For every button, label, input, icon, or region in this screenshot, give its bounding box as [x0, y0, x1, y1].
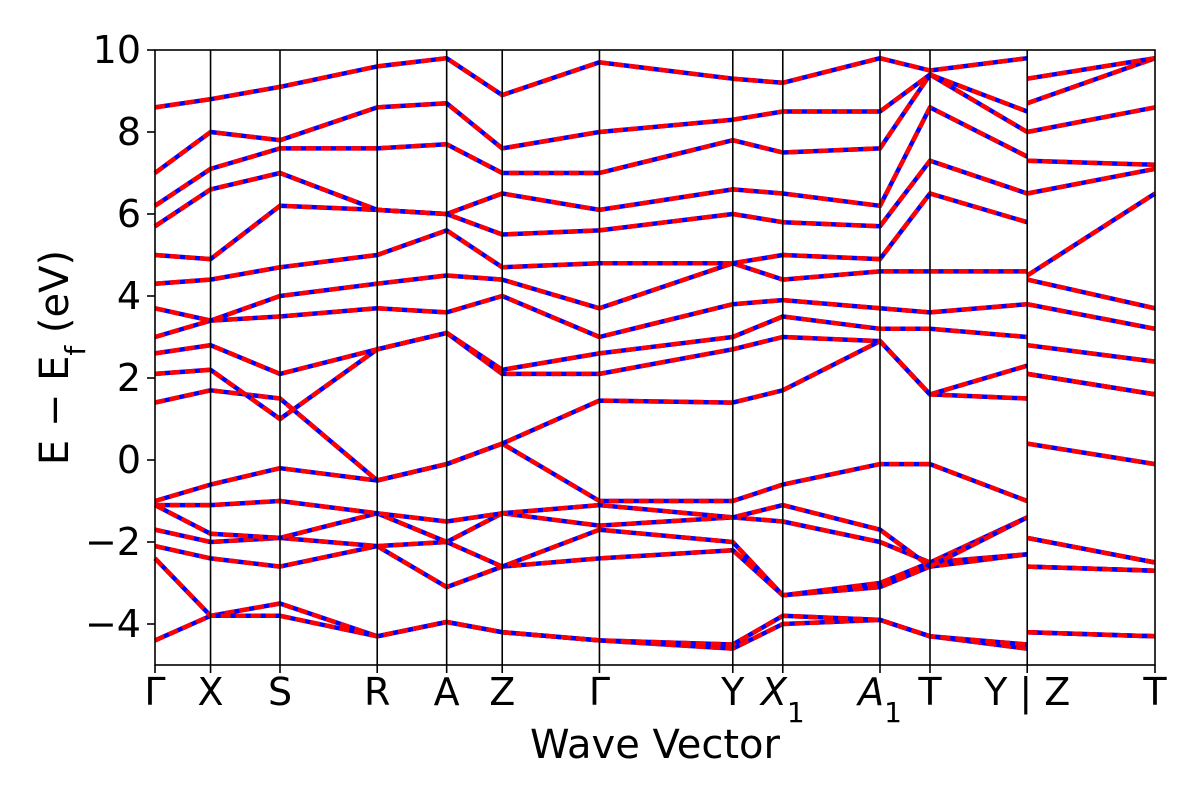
y-tick-label: 0	[117, 438, 141, 482]
kpoint-label-6: Γ	[589, 670, 610, 714]
band-12-overlay	[154, 191, 1157, 286]
y-tick-label: 10	[93, 28, 141, 72]
y-axis-title-subscript: f	[59, 345, 92, 356]
kpoint-label-10: T	[917, 670, 942, 714]
y-tick-label: 2	[117, 356, 141, 400]
kpoint-label-5: Z	[489, 670, 515, 714]
kpoint-label-3: R	[364, 670, 390, 714]
band-1-line	[153, 556, 1156, 647]
kpoint-label-2: S	[268, 670, 292, 714]
band-13-overlay	[154, 158, 1156, 262]
band-11-overlay	[154, 260, 1156, 323]
kpoint-label-8: X1	[759, 670, 805, 729]
plot-frame	[154, 49, 1156, 666]
kpoint-label-subscript: 1	[884, 696, 902, 729]
band-8-overlay	[154, 330, 1156, 422]
band-9-overlay	[154, 314, 1156, 377]
kpoint-label-9: A1	[855, 670, 902, 729]
y-axis-title-main: E − E	[32, 356, 78, 466]
band-5-overlay	[155, 498, 1156, 569]
kpoint-label-subscript: 1	[787, 696, 805, 729]
band-17-overlay	[154, 55, 1156, 110]
band-1-overlay	[153, 556, 1156, 647]
band-15-overlay	[153, 72, 1156, 208]
x-axis-title: Wave Vector	[530, 722, 781, 768]
y-tick-label: −4	[85, 602, 141, 646]
kpoint-divider-lines	[209, 50, 1029, 665]
band-6-overlay	[154, 441, 1156, 504]
kpoint-label-12: T	[1142, 670, 1167, 714]
band-13-line	[154, 158, 1156, 262]
y-tick-label: −2	[85, 520, 141, 564]
kpoint-label-11: Y | Z	[983, 670, 1070, 715]
y-axis-title-unit: (eV)	[32, 250, 78, 346]
y-axis-title: E − Ef (eV)	[32, 250, 92, 465]
kpoint-label-1: X	[198, 670, 224, 714]
kpoint-label-7: Y	[720, 670, 745, 714]
y-axis-ticks: −4 −2 0 2 4 6 8 10	[85, 28, 155, 646]
band-2-overlay	[154, 543, 1156, 598]
band-14-overlay	[153, 105, 1156, 229]
band-10-overlay	[154, 293, 1156, 340]
y-tick-label: 4	[117, 274, 141, 318]
y-tick-label: 8	[117, 110, 141, 154]
band-16-line	[153, 56, 1156, 175]
kpoint-label-4: A	[434, 670, 460, 714]
band-lines	[153, 55, 1157, 651]
kpoint-label-0: Γ	[144, 670, 165, 714]
band-16-overlay	[153, 56, 1156, 175]
y-tick-label: 6	[117, 192, 141, 236]
